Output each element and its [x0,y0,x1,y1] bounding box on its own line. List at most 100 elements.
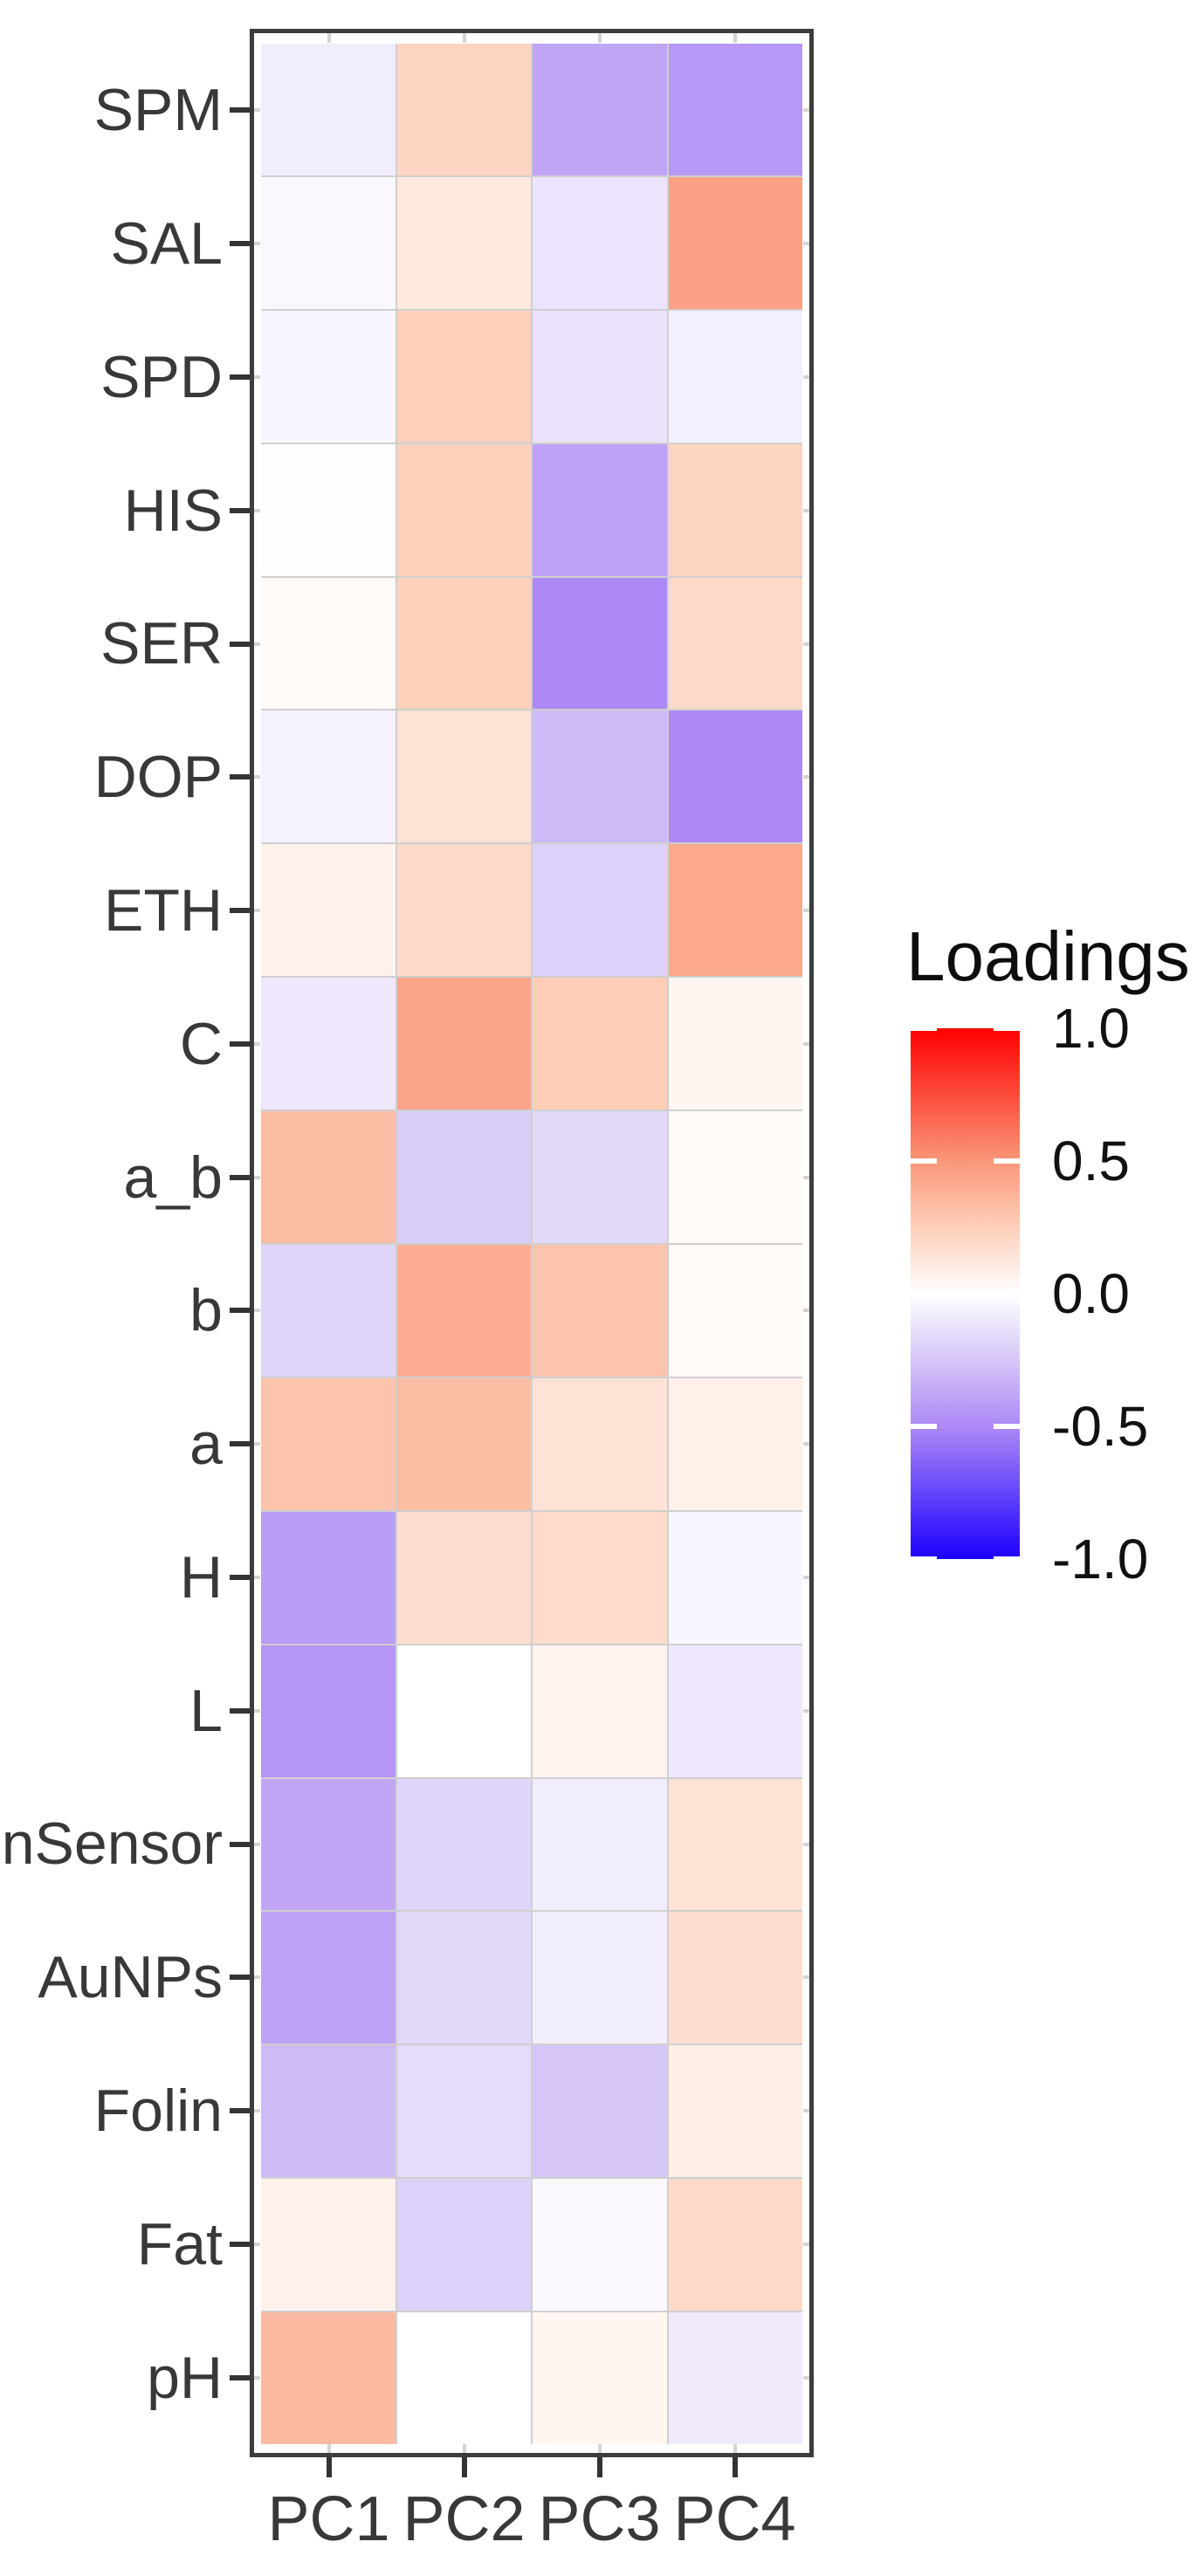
heatmap-panel [250,29,814,2457]
heatmap-cell [533,844,667,977]
legend-tick-mark-right [994,1424,1020,1429]
gridline-stub-right [803,108,809,113]
gridline-stub-left [254,2375,260,2380]
gridline-stub-right [803,2242,809,2246]
legend-tick-label: -1.0 [1052,1528,1149,1590]
y-axis-tick [230,1174,250,1180]
heatmap-cell [668,1645,802,1777]
heatmap-cell [396,1778,531,1911]
gridline-stub-left [254,1708,260,1713]
y-axis-tick [230,641,250,647]
heatmap-cell [668,1511,802,1644]
gridline-stub-right [803,642,809,646]
heatmap-cell [668,44,802,175]
y-axis-tick [230,1041,250,1047]
heatmap-cell [396,310,531,443]
gridline-stub-right [803,242,809,246]
y-axis-tick [230,1975,250,1981]
heatmap-cell [261,1377,396,1510]
heatmap-cell [668,1111,802,1243]
gridline-stub-left [254,642,260,646]
heatmap-cell [668,844,802,977]
gridline-stub-right [803,909,809,913]
gridline-stub-right [803,1175,809,1179]
gridline-stub-right [803,1975,809,1980]
heatmap-cell [533,1778,667,1911]
heatmap-cell [261,44,396,175]
x-axis-label: PC2 [402,2484,526,2554]
heatmap-cell [668,2312,802,2444]
gridline-stub-top [327,33,331,43]
heatmap-cell [396,2312,531,2444]
heatmap-cell [261,844,396,977]
heatmap-cell [668,1244,802,1377]
y-axis-tick [230,374,250,380]
heatmap-cell [396,978,531,1110]
heatmap-cell [533,1377,667,1510]
y-axis-tick [230,1574,250,1580]
heatmap-cell [533,577,667,710]
heatmap-cell [533,711,667,843]
legend-tick-label: 1.0 [1052,997,1130,1060]
heatmap-cell [533,310,667,443]
y-axis-label: SPM [93,77,223,144]
heatmap-cell [668,176,802,309]
y-axis-tick [230,241,250,247]
y-axis-label: HIS [123,477,223,544]
gridline-stub-right [803,1442,809,1446]
heatmap-cell [396,44,531,175]
gridline-stub-right [803,775,809,780]
y-axis-label: DOP [93,744,223,811]
gridline-stub-left [254,1575,260,1579]
heatmap-tiles [261,44,802,2444]
legend-tick-label: -0.5 [1052,1395,1149,1458]
heatmap-cell [668,2179,802,2312]
x-axis-tick [461,2457,467,2477]
y-axis-label: a_b [123,1144,223,1211]
heatmap-cell [396,1377,531,1510]
gridline-stub-left [254,1041,260,1046]
y-axis-label: C [179,1010,223,1077]
heatmap-cell [668,2045,802,2178]
heatmap-cell [668,1377,802,1510]
gridline-stub-left [254,2242,260,2246]
gridline-stub-bottom [597,2444,602,2453]
gridline-stub-right [803,2375,809,2380]
y-axis-tick [230,1841,250,1847]
y-axis-label: Fat [136,2210,223,2277]
heatmap-cell [396,844,531,977]
y-axis-tick [230,1308,250,1314]
legend-tick-mark-right [994,1026,1020,1031]
heatmap-cell [261,711,396,843]
gridline-stub-right [803,1309,809,1313]
heatmap-cell [396,1912,531,2044]
heatmap-cell [533,1912,667,2044]
heatmap-cell [396,176,531,309]
heatmap-cell [668,1778,802,1911]
heatmap-cell [396,577,531,710]
x-axis-tick [732,2457,738,2477]
gridline-stub-left [254,374,260,379]
heatmap-cell [396,711,531,843]
heatmap-cell [668,443,802,576]
heatmap-cell [533,1244,667,1377]
heatmap-cell [396,443,531,576]
legend-tick-label: 0.5 [1052,1130,1130,1192]
legend-tick-mark-left [911,1556,937,1562]
heatmap-cell [396,1111,531,1243]
heatmap-cell [533,2179,667,2312]
x-axis-tick [596,2457,602,2477]
gridline-stub-left [254,775,260,780]
gridline-stub-right [803,1041,809,1046]
legend-tick-mark-right [994,1158,1020,1164]
y-axis-label: SAL [110,210,223,278]
gridline-stub-bottom [733,2444,737,2453]
heatmap-cell [668,1912,802,2044]
gridline-stub-left [254,508,260,512]
gridline-stub-top [462,33,466,43]
y-axis-tick [230,774,250,780]
heatmap-cell [261,1912,396,2044]
gridline-stub-top [733,33,737,43]
y-axis-label: AuNPs [38,1944,223,2011]
